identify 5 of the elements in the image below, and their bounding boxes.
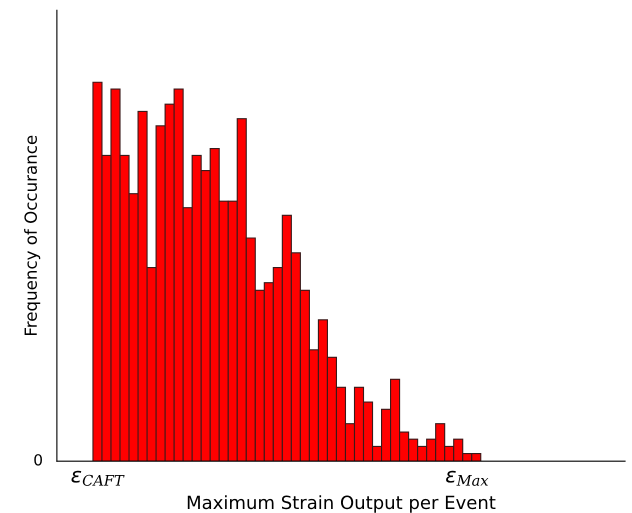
x-tick-label: ε$_{CAFT}$: [72, 470, 125, 486]
x-tick-label: ε$_{Max}$: [446, 470, 488, 486]
y-axis-title: Frequency of Occurance: [24, 136, 40, 335]
text: 0: [34, 454, 42, 466]
x-axis-title: Maximum Strain Output per Event: [188, 495, 496, 513]
